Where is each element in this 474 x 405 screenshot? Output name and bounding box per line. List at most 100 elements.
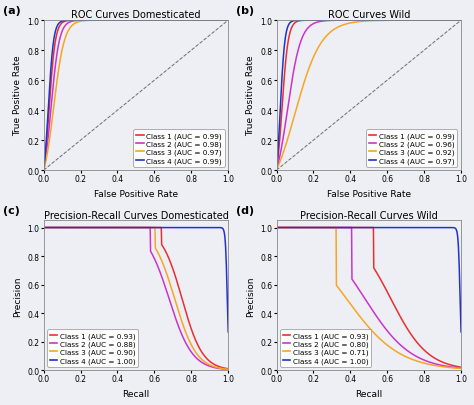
Class 1 (AUC = 0.99) <box>221 19 227 23</box>
Text: (a): (a) <box>3 6 21 16</box>
Line: Class 1 (AUC = 0.99): Class 1 (AUC = 0.99) <box>276 21 461 171</box>
Class 4 (AUC = 1.00) <box>192 226 198 230</box>
Line: Class 3 (AUC = 0.92): Class 3 (AUC = 0.92) <box>276 21 461 171</box>
Class 4 (AUC = 1.00) <box>221 228 227 233</box>
Line: Class 2 (AUC = 0.88): Class 2 (AUC = 0.88) <box>44 228 228 370</box>
Legend: Class 1 (AUC = 0.99), Class 2 (AUC = 0.98), Class 3 (AUC = 0.97), Class 4 (AUC =: Class 1 (AUC = 0.99), Class 2 (AUC = 0.9… <box>134 130 225 167</box>
Class 1 (AUC = 0.93) <box>128 226 134 230</box>
Class 1 (AUC = 0.93) <box>141 226 146 230</box>
Class 4 (AUC = 0.97) <box>425 19 431 23</box>
Class 4 (AUC = 0.97) <box>454 19 460 23</box>
Class 4 (AUC = 0.97) <box>273 168 279 173</box>
Class 3 (AUC = 0.92) <box>425 19 430 23</box>
Class 4 (AUC = 1.00) <box>374 226 379 230</box>
Class 2 (AUC = 0.98) <box>192 19 198 23</box>
Class 2 (AUC = 0.80) <box>383 327 389 332</box>
Class 1 (AUC = 0.99) <box>225 19 231 23</box>
Class 3 (AUC = 0.97) <box>192 19 198 23</box>
Class 4 (AUC = 0.99) <box>141 19 146 23</box>
Class 4 (AUC = 0.97) <box>374 19 380 23</box>
Class 2 (AUC = 0.98) <box>41 168 46 173</box>
Class 4 (AUC = 0.99) <box>128 19 134 23</box>
Class 3 (AUC = 0.90) <box>151 226 156 230</box>
Line: Class 4 (AUC = 0.99): Class 4 (AUC = 0.99) <box>44 21 228 171</box>
Class 2 (AUC = 0.98) <box>129 19 135 23</box>
Title: Precision-Recall Curves Wild: Precision-Recall Curves Wild <box>300 210 438 220</box>
Legend: Class 1 (AUC = 0.93), Class 2 (AUC = 0.88), Class 3 (AUC = 0.90), Class 4 (AUC =: Class 1 (AUC = 0.93), Class 2 (AUC = 0.8… <box>47 330 138 367</box>
Class 4 (AUC = 0.97) <box>384 19 390 23</box>
Class 2 (AUC = 0.88) <box>129 226 135 230</box>
Class 2 (AUC = 0.80) <box>361 295 367 300</box>
Class 3 (AUC = 0.90) <box>128 226 134 230</box>
Class 1 (AUC = 0.93) <box>192 336 198 341</box>
Line: Class 1 (AUC = 0.93): Class 1 (AUC = 0.93) <box>276 228 461 367</box>
Class 2 (AUC = 0.88) <box>225 367 231 372</box>
Class 3 (AUC = 0.92) <box>458 19 464 23</box>
Class 4 (AUC = 1.00) <box>454 228 459 233</box>
Class 2 (AUC = 0.80) <box>363 297 368 302</box>
Class 1 (AUC = 0.93) <box>41 226 46 230</box>
Class 3 (AUC = 0.97) <box>225 19 231 23</box>
Class 1 (AUC = 0.93) <box>374 270 379 275</box>
Class 2 (AUC = 0.96) <box>273 168 279 173</box>
Class 1 (AUC = 0.93) <box>225 367 231 371</box>
Class 1 (AUC = 0.93) <box>361 226 367 230</box>
Line: Class 3 (AUC = 0.90): Class 3 (AUC = 0.90) <box>44 228 228 369</box>
Y-axis label: True Positive Rate: True Positive Rate <box>246 55 255 136</box>
Class 2 (AUC = 0.88) <box>192 354 198 359</box>
Class 2 (AUC = 0.88) <box>41 226 46 230</box>
Class 3 (AUC = 0.71) <box>363 321 368 326</box>
Class 4 (AUC = 1.00) <box>129 226 135 230</box>
Class 2 (AUC = 0.98) <box>141 19 146 23</box>
Line: Class 1 (AUC = 0.99): Class 1 (AUC = 0.99) <box>44 21 228 171</box>
Class 1 (AUC = 0.99) <box>41 168 46 173</box>
Class 3 (AUC = 0.92) <box>361 20 367 25</box>
Class 3 (AUC = 0.92) <box>383 19 389 24</box>
Class 4 (AUC = 1.00) <box>458 330 464 335</box>
Class 4 (AUC = 1.00) <box>41 226 46 230</box>
Class 1 (AUC = 0.93) <box>151 226 156 230</box>
Title: Precision-Recall Curves Domesticated: Precision-Recall Curves Domesticated <box>44 210 228 220</box>
Class 2 (AUC = 0.98) <box>151 19 156 23</box>
Class 1 (AUC = 0.99) <box>458 19 464 23</box>
Line: Class 2 (AUC = 0.80): Class 2 (AUC = 0.80) <box>276 228 461 368</box>
Class 4 (AUC = 1.00) <box>151 226 156 230</box>
Line: Class 4 (AUC = 0.97): Class 4 (AUC = 0.97) <box>276 21 461 171</box>
Class 2 (AUC = 0.88) <box>221 367 227 372</box>
X-axis label: Recall: Recall <box>355 389 383 398</box>
Class 4 (AUC = 1.00) <box>425 226 430 230</box>
Class 3 (AUC = 0.92) <box>454 19 459 23</box>
Class 1 (AUC = 0.93) <box>363 226 368 230</box>
Class 1 (AUC = 0.99) <box>151 19 156 23</box>
Line: Class 4 (AUC = 1.00): Class 4 (AUC = 1.00) <box>276 228 461 332</box>
Class 2 (AUC = 0.98) <box>199 19 205 23</box>
Text: (d): (d) <box>236 206 254 216</box>
Class 2 (AUC = 0.80) <box>458 366 464 371</box>
Class 2 (AUC = 0.80) <box>454 365 459 370</box>
Class 1 (AUC = 0.99) <box>160 19 165 23</box>
Class 4 (AUC = 1.00) <box>141 226 146 230</box>
Legend: Class 1 (AUC = 0.99), Class 2 (AUC = 0.96), Class 3 (AUC = 0.92), Class 4 (AUC =: Class 1 (AUC = 0.99), Class 2 (AUC = 0.9… <box>366 130 457 167</box>
Class 3 (AUC = 0.97) <box>128 19 134 23</box>
Title: ROC Curves Wild: ROC Curves Wild <box>328 11 410 20</box>
X-axis label: False Positive Rate: False Positive Rate <box>327 190 411 198</box>
Class 2 (AUC = 0.80) <box>374 314 379 319</box>
Class 3 (AUC = 0.97) <box>151 19 156 23</box>
Class 1 (AUC = 0.99) <box>374 19 379 23</box>
Class 2 (AUC = 0.96) <box>361 19 367 23</box>
Line: Class 3 (AUC = 0.71): Class 3 (AUC = 0.71) <box>276 228 461 369</box>
Class 3 (AUC = 0.71) <box>361 320 367 324</box>
Class 2 (AUC = 0.98) <box>221 19 227 23</box>
Class 1 (AUC = 0.99) <box>361 19 367 23</box>
Class 1 (AUC = 0.93) <box>129 226 135 230</box>
Class 3 (AUC = 0.97) <box>41 168 46 173</box>
Class 1 (AUC = 0.93) <box>425 351 430 356</box>
Class 3 (AUC = 0.71) <box>454 366 459 371</box>
Class 1 (AUC = 0.99) <box>141 19 146 23</box>
Line: Class 2 (AUC = 0.98): Class 2 (AUC = 0.98) <box>44 21 228 171</box>
Class 2 (AUC = 0.80) <box>425 359 430 364</box>
X-axis label: Recall: Recall <box>122 389 150 398</box>
Text: (b): (b) <box>236 6 254 16</box>
Class 3 (AUC = 0.90) <box>192 349 198 354</box>
Class 1 (AUC = 0.99) <box>192 19 198 23</box>
